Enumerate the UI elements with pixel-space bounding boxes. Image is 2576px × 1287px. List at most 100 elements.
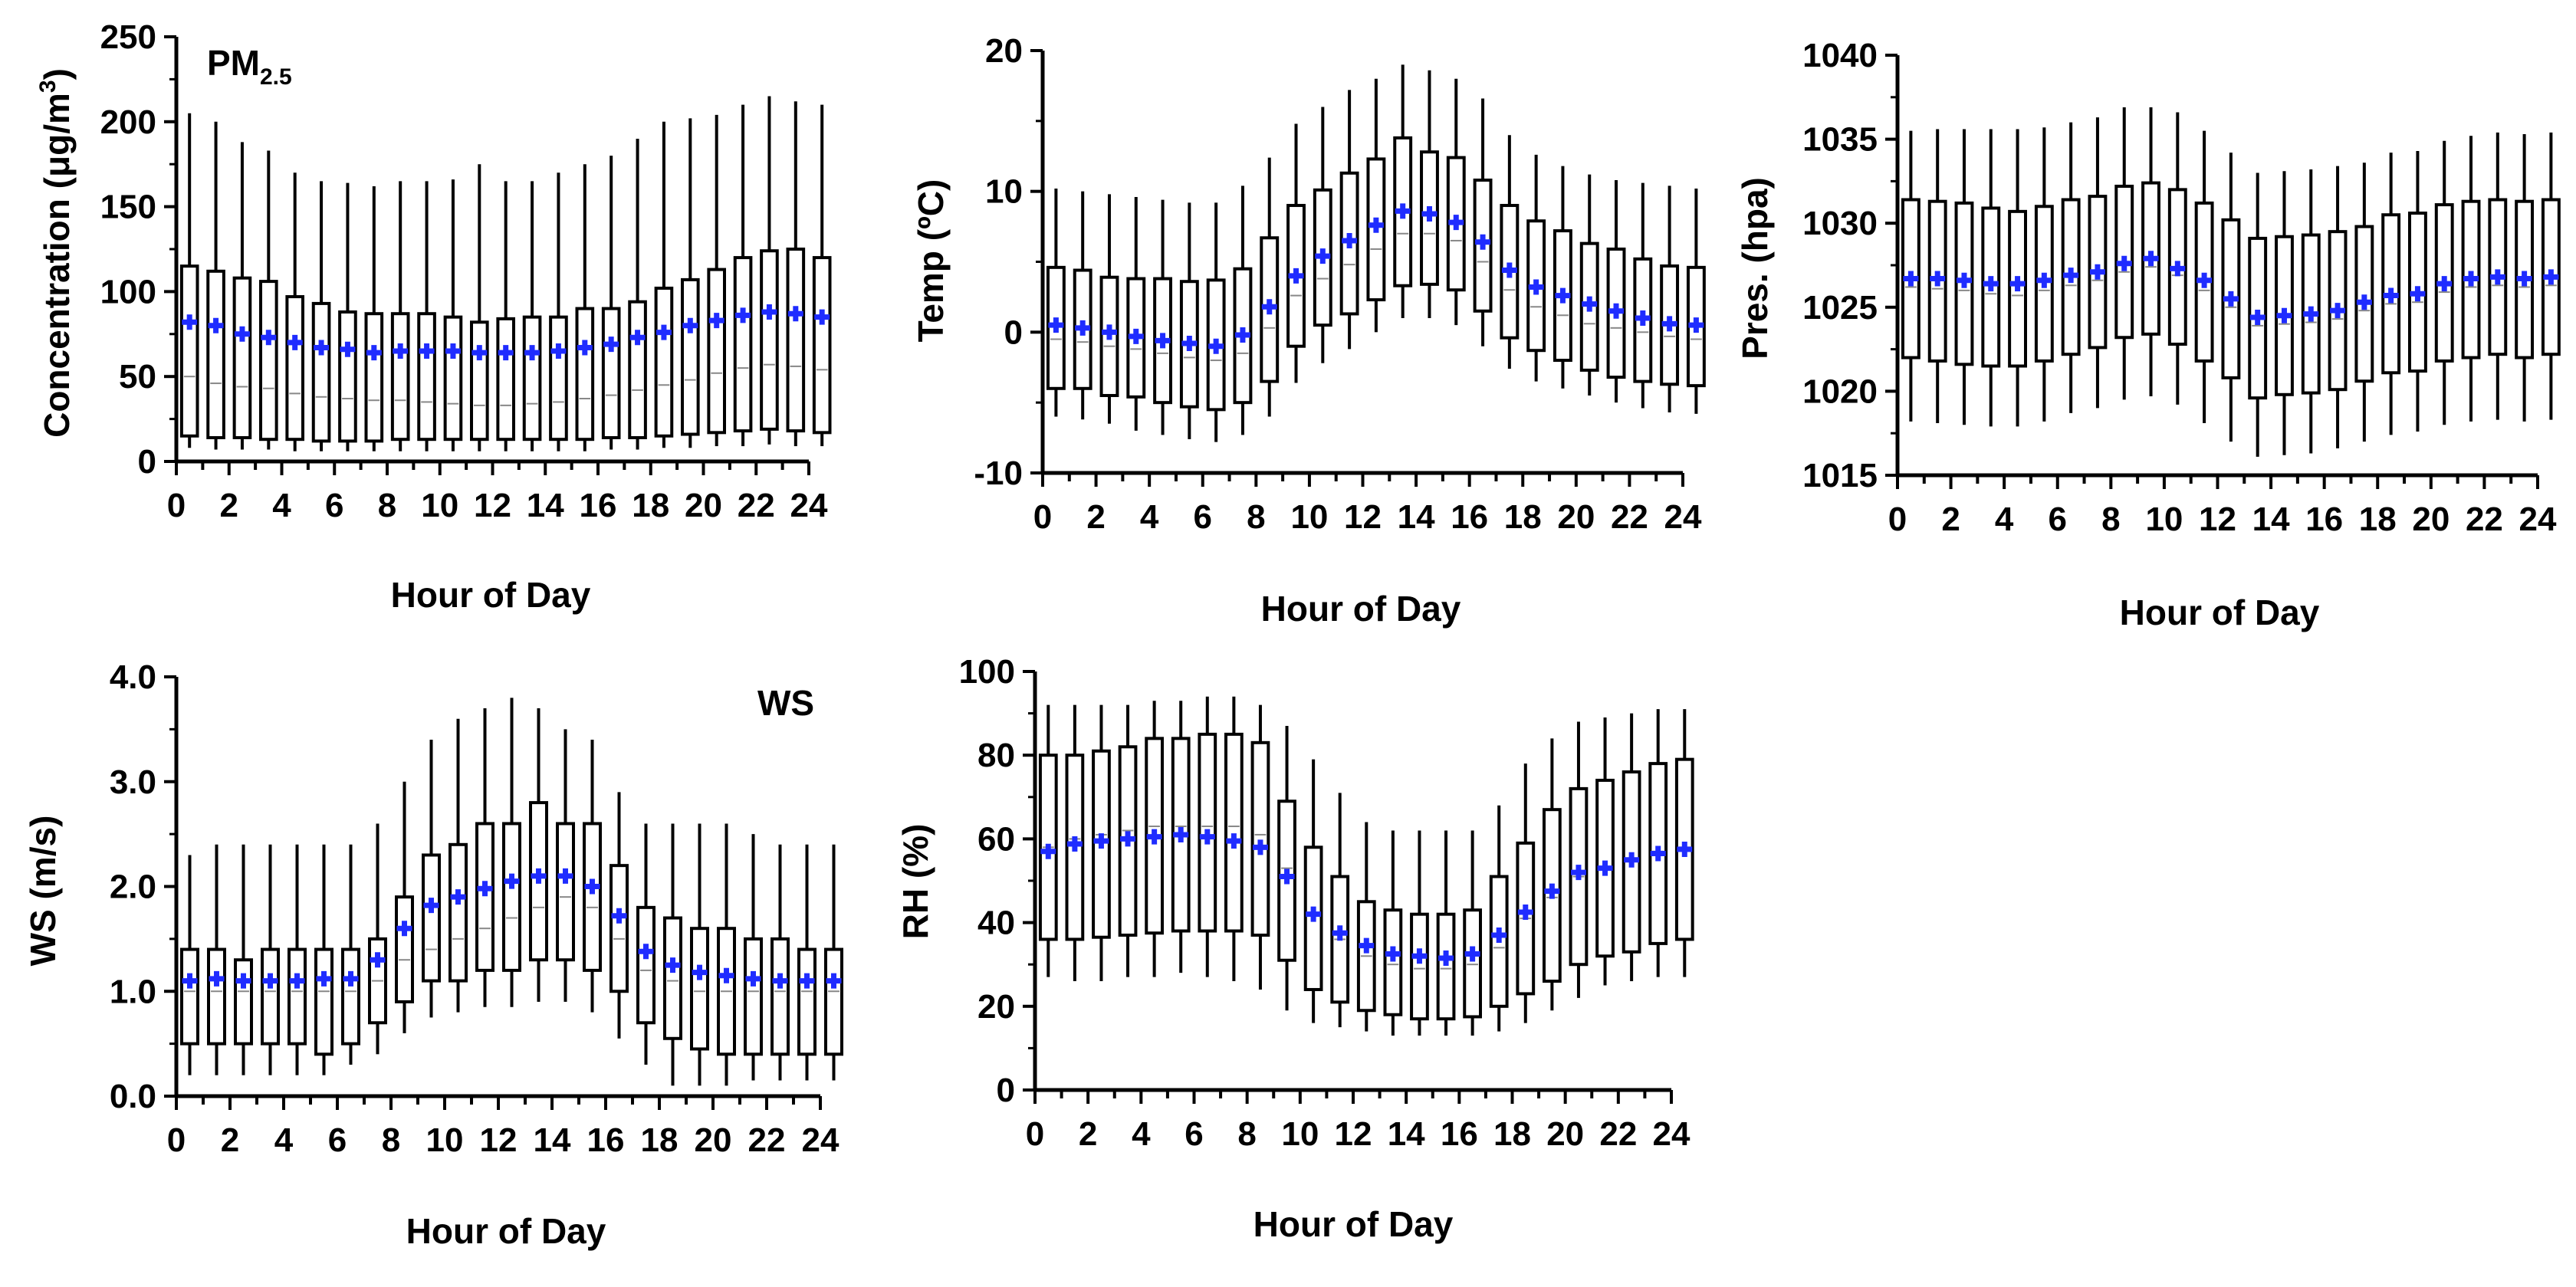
rh-x-tick-label: 8 (1237, 1115, 1256, 1153)
pm25-mean-marker (314, 340, 330, 356)
rh-y-tick-label: 40 (978, 905, 1015, 942)
pm25-box (654, 286, 674, 438)
rh-box (1463, 908, 1482, 1019)
ws-mean-marker (504, 873, 520, 889)
ws-mean-marker (745, 970, 761, 987)
temp-x-tick-label: 20 (1557, 498, 1595, 536)
pm25-mean-marker (261, 330, 277, 346)
ws-y-tick-label: 0.0 (110, 1078, 156, 1115)
ws-mean-marker (316, 970, 332, 987)
ws-mean-marker (692, 964, 708, 980)
rh-x-tick-label: 20 (1546, 1115, 1584, 1153)
pm25-box (549, 315, 568, 442)
pm25-box (232, 276, 252, 439)
pres-mean-marker (2063, 268, 2079, 284)
rh-x-tick-label: 14 (1388, 1115, 1425, 1153)
temp-x-tick-label: 22 (1611, 498, 1648, 536)
rh-y-tick-label: 60 (978, 820, 1015, 858)
pm25-box (417, 312, 436, 442)
pres-mean-marker (2143, 251, 2159, 267)
rh-y-axis-title: RH (%) (895, 824, 935, 940)
pres-y-axis-title: Pres. (hpa) (1735, 177, 1775, 360)
rh-mean-marker (1040, 843, 1056, 859)
pm25-mean-marker (629, 330, 646, 346)
pres-marks (1901, 107, 2561, 457)
ws-box (610, 864, 629, 993)
temp-x-tick-label: 8 (1247, 498, 1265, 536)
pm25-y-tick-label: 250 (100, 18, 156, 56)
temp-mean-marker (1448, 215, 1464, 231)
temp-mean-marker (1395, 203, 1411, 219)
ws-box (341, 947, 360, 1046)
rh-box (1250, 740, 1270, 937)
pm25-x-tick-label: 8 (378, 487, 396, 524)
rh-x-tick-label: 18 (1493, 1115, 1531, 1153)
ws-x-tick-label: 2 (221, 1121, 239, 1159)
ws-y-axis-title: WS (m/s) (23, 816, 63, 967)
pres-mean-marker (2356, 294, 2372, 310)
temp-x-tick-label: 18 (1504, 498, 1542, 536)
pm25-panel-label: PM2.5 (207, 43, 292, 90)
pres-x-axis-title: Hour of Day (2120, 593, 2320, 632)
pm25-box (575, 307, 595, 442)
rh-y-tick-label: 20 (978, 988, 1015, 1026)
pres-mean-marker (2249, 309, 2266, 325)
pm25-mean-marker (761, 304, 777, 320)
temp-mean-marker (1181, 336, 1198, 352)
temp-mean-marker (1288, 268, 1304, 284)
pres-mean-marker (2170, 261, 2186, 277)
rh-mean-marker (1677, 842, 1693, 858)
ws-mean-marker (343, 970, 359, 987)
ws-box (744, 937, 763, 1056)
pm25-mean-marker (656, 324, 672, 340)
ws-x-tick-label: 8 (382, 1121, 400, 1159)
pres-mean-marker (2116, 255, 2132, 271)
ws-ticks: 0.01.02.03.04.00 2 4 6 8 10 12 14 16 18 20 22 24 (110, 658, 840, 1159)
temp-y-tick-label: 0 (1004, 314, 1023, 351)
rh-mean-marker (1146, 829, 1162, 845)
pres-mean-marker (2223, 291, 2239, 307)
rh-mean-marker (1570, 865, 1586, 881)
rh-mean-marker (1597, 860, 1613, 876)
ws-box (770, 937, 790, 1056)
ws-marks (180, 698, 843, 1086)
pm25-mean-marker (708, 313, 724, 329)
pres-x-tick-label: 22 (2466, 501, 2503, 538)
pm25-mean-marker (393, 343, 409, 359)
rh-marks (1038, 696, 1694, 1036)
ws-box (288, 947, 307, 1046)
pres-x-tick-label: 24 (2519, 501, 2557, 538)
pres-x-tick-label: 6 (2049, 501, 2067, 538)
ws-y-tick-label: 3.0 (110, 763, 156, 801)
ws-x-tick-label: 4 (274, 1121, 294, 1159)
ws-panel-label: WS (757, 683, 814, 723)
temp-mean-marker (1234, 327, 1250, 343)
pm25-x-tick-label: 12 (474, 487, 511, 524)
ws-mean-marker (423, 898, 439, 914)
pm25-box (311, 301, 331, 443)
pm25-mean-marker (366, 345, 382, 361)
temp-y-tick-label: 10 (985, 173, 1023, 211)
rh-mean-marker (1199, 829, 1215, 845)
pm25-x-tick-label: 6 (325, 487, 343, 524)
rh-mean-marker (1464, 946, 1480, 962)
pm25-y-tick-label: 200 (100, 103, 156, 141)
ws-mean-marker (799, 973, 815, 989)
temp-x-axis-title: Hour of Day (1261, 589, 1461, 629)
ws-x-tick-label: 12 (480, 1121, 518, 1159)
ws-box (207, 947, 226, 1046)
rh-x-tick-label: 0 (1026, 1115, 1044, 1153)
ws-box (636, 905, 656, 1025)
temp-mean-marker (1528, 279, 1544, 295)
temp-mean-marker (1475, 234, 1491, 250)
ws-box (502, 822, 521, 972)
temp-mean-marker (1315, 248, 1331, 264)
pm25-x-tick-label: 22 (738, 487, 775, 524)
pres-x-tick-label: 20 (2412, 501, 2450, 538)
temp-mean-marker (1501, 262, 1517, 278)
pm25-x-tick-label: 20 (685, 487, 722, 524)
ws-box (261, 947, 280, 1046)
